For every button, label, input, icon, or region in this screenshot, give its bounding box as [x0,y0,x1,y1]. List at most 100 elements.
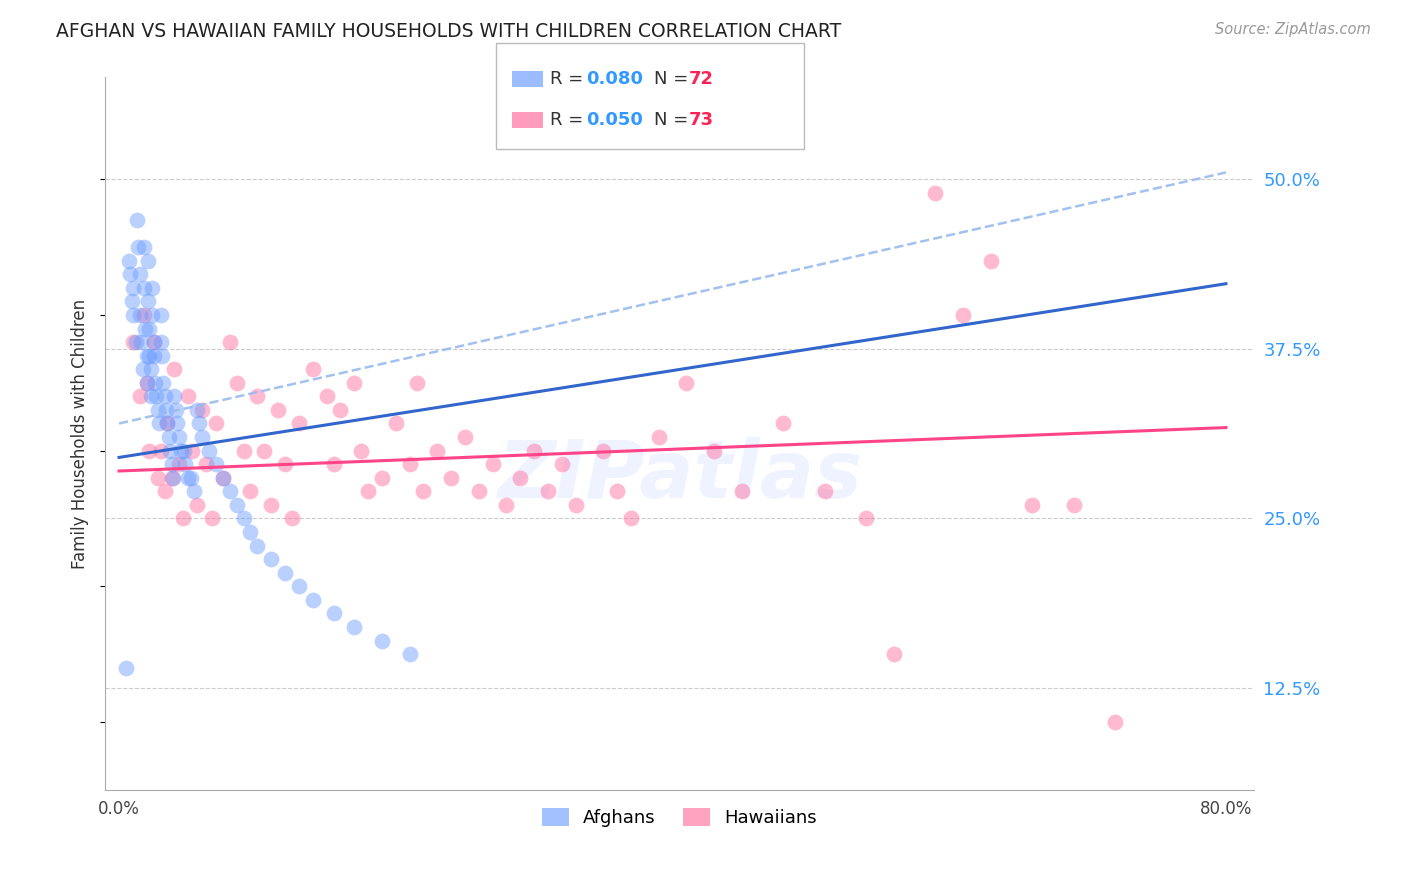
Text: AFGHAN VS HAWAIIAN FAMILY HOUSEHOLDS WITH CHILDREN CORRELATION CHART: AFGHAN VS HAWAIIAN FAMILY HOUSEHOLDS WIT… [56,22,841,41]
Point [142,349,165,363]
Point [322,607,344,621]
Point [167,430,190,444]
Point [149,308,172,322]
Point [440,471,463,485]
Point [281,511,304,525]
Point [157,430,180,444]
Point [124,334,146,349]
Point [481,457,503,471]
Point [267,403,290,417]
Point [163,389,186,403]
Point [301,362,323,376]
Point [343,620,366,634]
Point [398,457,420,471]
Point [509,471,531,485]
Point [855,511,877,525]
Point [149,443,172,458]
Point [260,552,283,566]
Point [592,443,614,458]
Text: R =: R = [550,112,589,129]
Point [142,334,165,349]
Point [173,443,195,458]
Point [191,430,214,444]
Point [647,430,669,444]
Point [136,294,159,309]
Point [620,511,643,525]
Point [136,253,159,268]
Point [160,457,183,471]
Point [357,484,380,499]
Point [156,417,179,431]
Point [468,484,491,499]
Point [128,308,150,322]
Point [143,376,166,390]
Text: N =: N = [654,112,693,129]
Text: 0.050: 0.050 [586,112,643,129]
Point [128,389,150,403]
Point [125,213,148,227]
Point [952,308,974,322]
Point [135,349,157,363]
Point [165,403,187,417]
Point [239,484,262,499]
Text: Source: ZipAtlas.com: Source: ZipAtlas.com [1215,22,1371,37]
Point [127,240,149,254]
Point [121,294,143,309]
Point [180,471,202,485]
Point [883,647,905,661]
Point [159,443,181,458]
Point [288,579,311,593]
Point [218,334,240,349]
Point [174,457,197,471]
Point [177,389,200,403]
Point [152,376,174,390]
Point [149,334,172,349]
Point [146,471,169,485]
Point [523,443,546,458]
Point [218,484,240,499]
Point [156,417,179,431]
Text: 73: 73 [689,112,714,129]
Point [142,334,165,349]
Point [1021,498,1043,512]
Point [246,539,269,553]
Point [163,362,186,376]
Point [201,511,224,525]
Point [186,403,208,417]
Point [162,471,184,485]
Point [131,362,153,376]
Point [343,376,366,390]
Point [537,484,560,499]
Point [181,443,204,458]
Point [551,457,574,471]
Point [322,457,344,471]
Point [120,267,142,281]
Point [731,484,754,499]
Point [134,321,156,335]
Point [301,593,323,607]
Point [924,186,946,200]
Point [274,566,297,580]
Point [405,376,427,390]
Point [253,443,276,458]
Point [118,253,141,268]
Point [145,389,167,403]
Point [1063,498,1085,512]
Point [246,389,269,403]
Point [132,308,155,322]
Point [239,524,262,539]
Point [141,308,163,322]
Point [454,430,477,444]
Point [814,484,837,499]
Point [371,633,394,648]
Point [132,281,155,295]
Point [186,498,208,512]
Point [232,443,254,458]
Point [1104,714,1126,729]
Point [191,403,214,417]
Point [155,403,177,417]
Point [329,403,352,417]
Text: 0.080: 0.080 [586,70,644,88]
Point [122,334,145,349]
Point [139,389,162,403]
